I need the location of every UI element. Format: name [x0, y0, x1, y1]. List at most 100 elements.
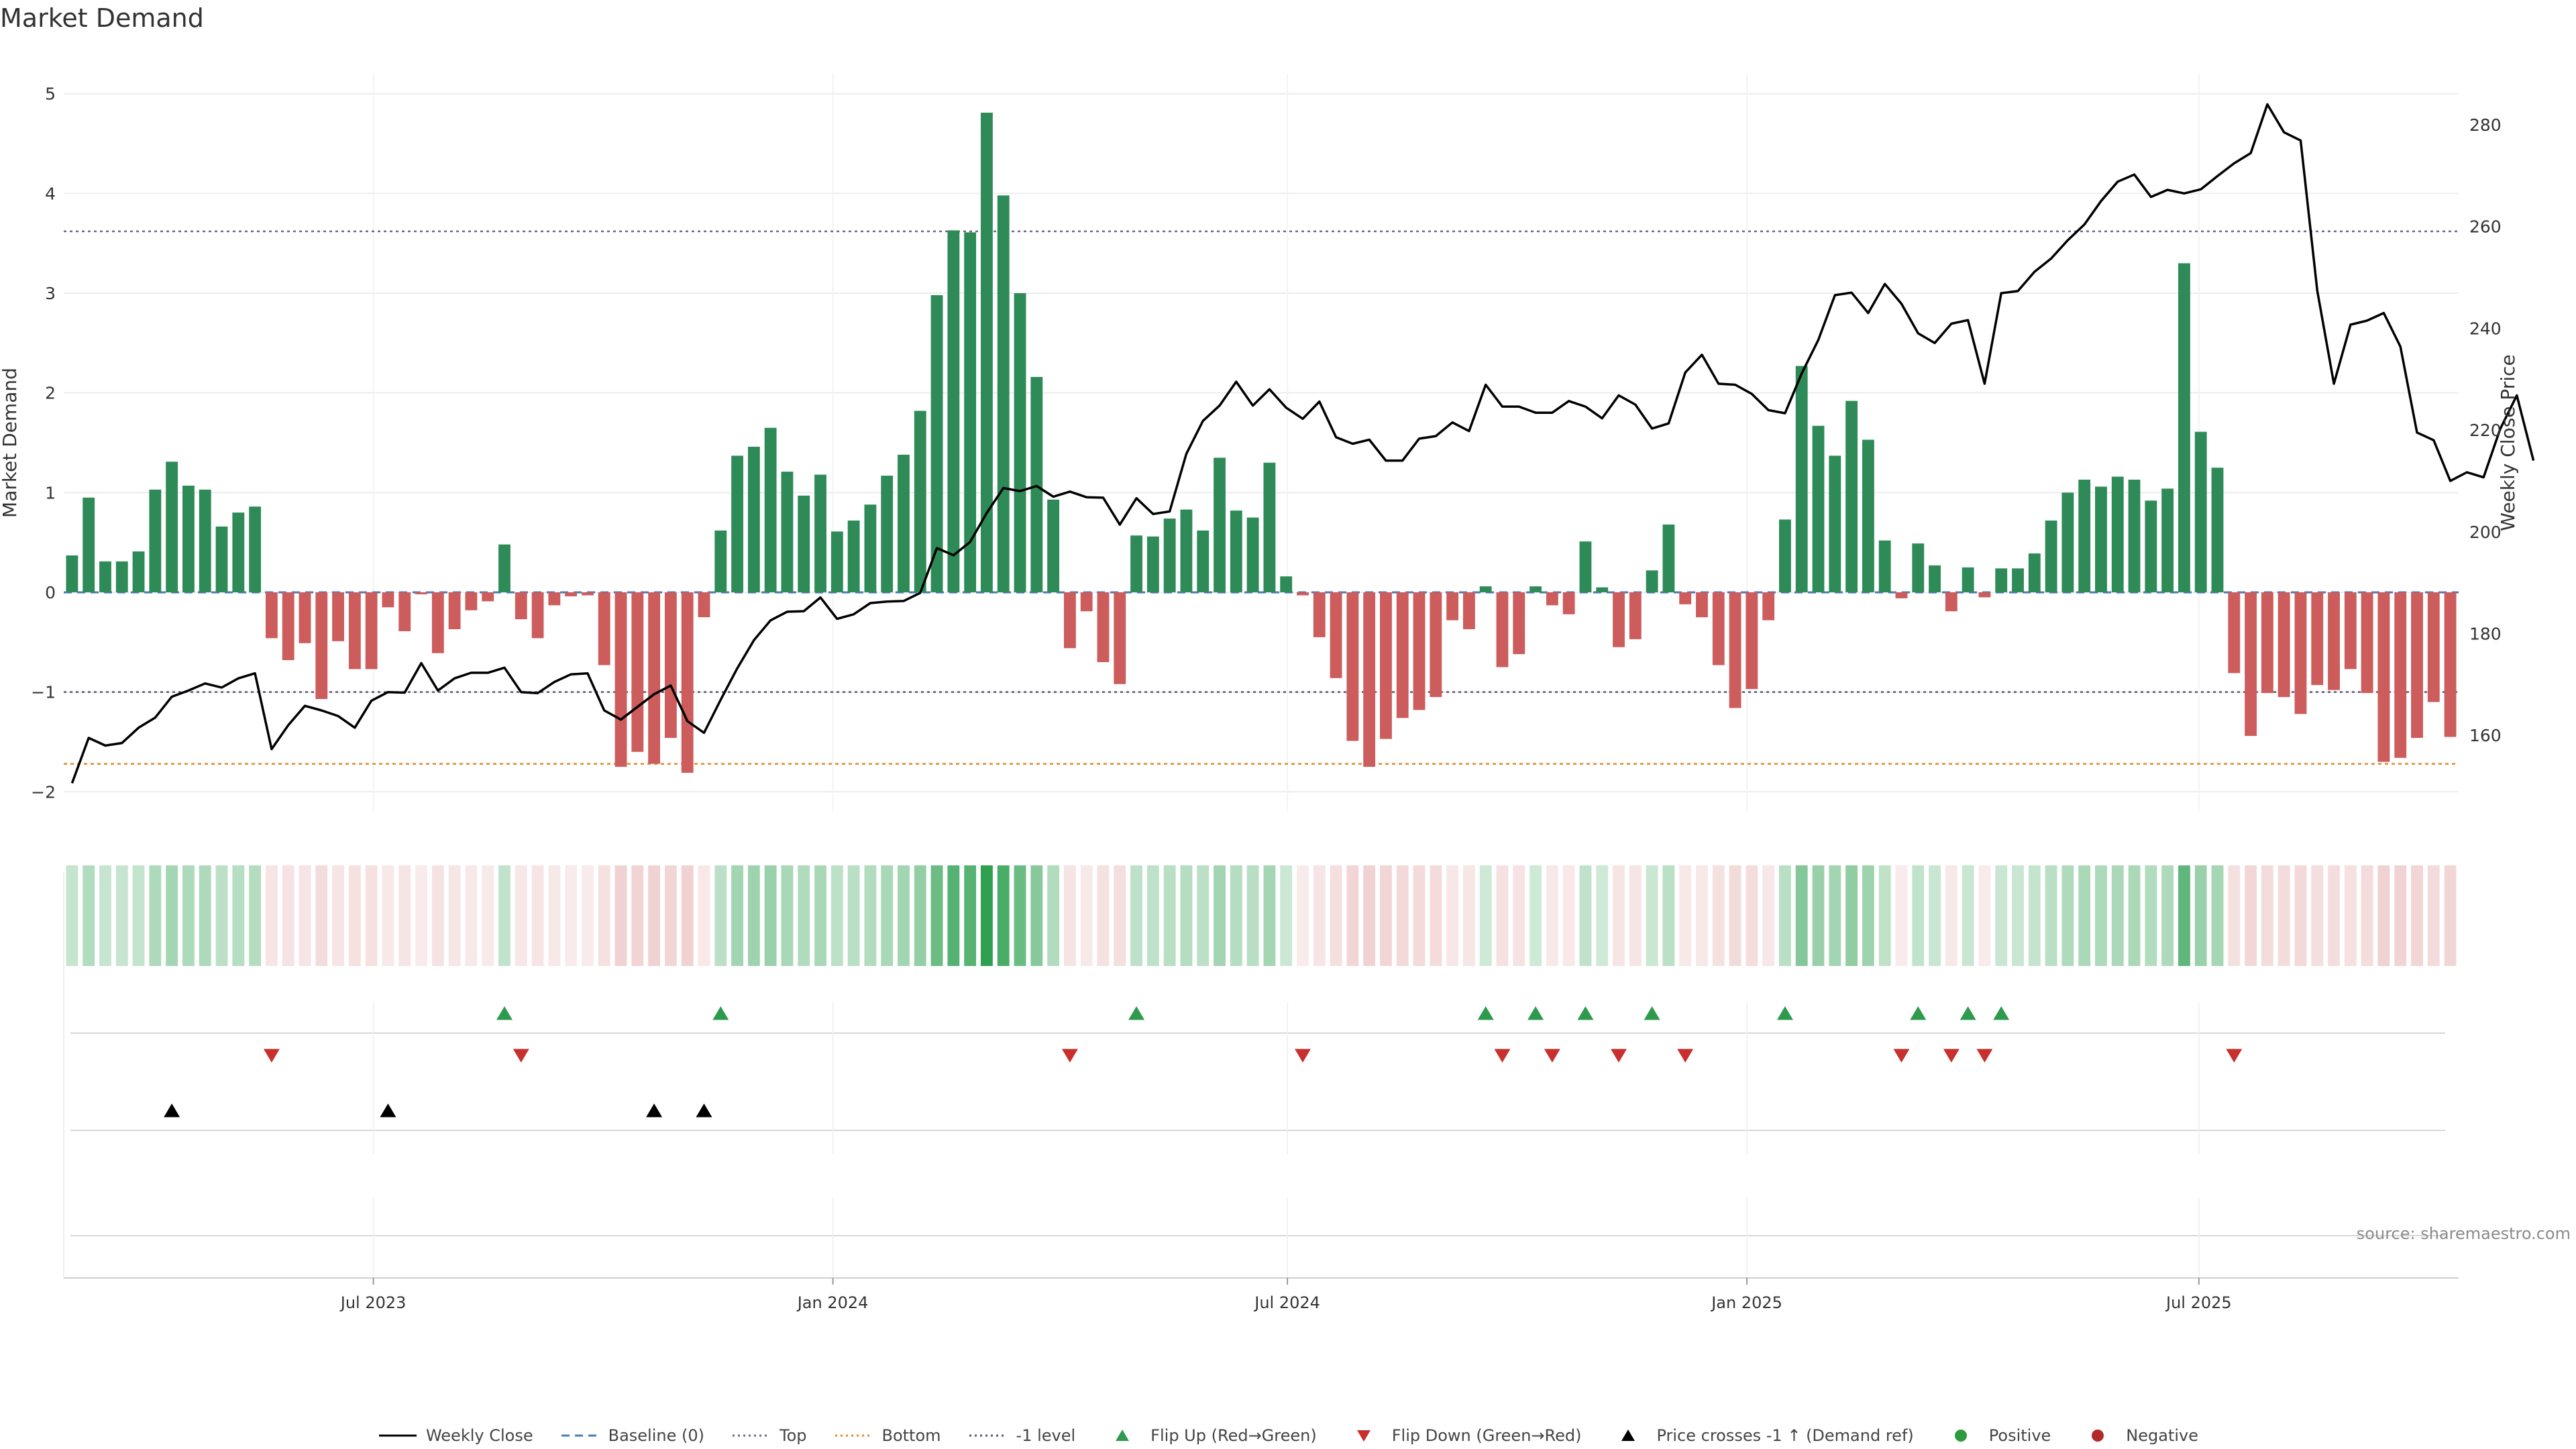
- heat-cell: [1845, 865, 1858, 966]
- demand-bar: [2245, 592, 2257, 737]
- demand-bar: [2161, 488, 2174, 592]
- demand-bar: [1646, 570, 1658, 592]
- demand-bar: [1462, 592, 1475, 629]
- demand-bar: [781, 472, 794, 592]
- demand-bar: [1795, 366, 1808, 592]
- heat-cell: [731, 865, 743, 966]
- heat-cell: [431, 865, 444, 966]
- heat-cell: [1197, 865, 1210, 966]
- demand-bar: [1746, 592, 1758, 690]
- legend-dot-icon: [2092, 1430, 2104, 1442]
- heat-cell: [1529, 865, 1542, 966]
- left-tick-label: 0: [45, 583, 56, 602]
- demand-bar: [515, 592, 527, 620]
- flip-up-marker: [1910, 1006, 1927, 1020]
- weekly-close-polyline: [70, 103, 2535, 784]
- heat-cell: [648, 865, 661, 966]
- heat-cell: [2028, 865, 2041, 966]
- demand-bar: [2095, 486, 2107, 592]
- demand-bar: [315, 592, 328, 700]
- legend-swatch: [2092, 1430, 2104, 1442]
- chart-legend: Weekly Close Baseline (0) Top Bottom -1 leve…: [0, 1422, 2576, 1449]
- heat-cell: [1047, 865, 1060, 966]
- demand-bar: [1030, 376, 1043, 592]
- heat-cell: [997, 865, 1010, 966]
- heat-cell: [964, 865, 977, 966]
- demand-bar: [365, 592, 378, 669]
- heat-cell: [1613, 865, 1625, 966]
- legend-item: Baseline (0): [560, 1426, 704, 1445]
- demand-bar: [1912, 543, 1925, 592]
- signal-panels: [70, 1003, 2445, 1278]
- demand-bar: [614, 592, 627, 767]
- demand-bar: [881, 476, 894, 592]
- demand-bar: [2311, 592, 2324, 686]
- heat-cell: [1746, 865, 1758, 966]
- left-tick-label: −2: [31, 782, 56, 802]
- heat-cell: [1729, 865, 1741, 966]
- demand-bar: [2128, 480, 2141, 592]
- heat-cell: [1762, 865, 1775, 966]
- heat-cell: [498, 865, 511, 966]
- demand-bar: [1097, 592, 1110, 663]
- heat-cell: [881, 865, 894, 966]
- heat-cell: [781, 865, 794, 966]
- heat-cell: [1030, 865, 1043, 966]
- demand-bar: [964, 232, 977, 592]
- demand-bar: [1546, 592, 1558, 606]
- flip-up-marker: [496, 1006, 513, 1020]
- left-y-axis: −2 −1 0 1 2 3 4 5: [31, 85, 56, 802]
- flip-up-marker: [1477, 1006, 1494, 1020]
- main-grid: [64, 74, 2459, 812]
- demand-bar: [498, 544, 511, 592]
- flip-down-marker: [263, 1049, 280, 1063]
- heat-cell: [515, 865, 527, 966]
- heat-cell: [1114, 865, 1126, 966]
- legend-item: Positive: [1941, 1426, 2051, 1445]
- heat-cell: [1280, 865, 1293, 966]
- demand-bar: [914, 411, 926, 592]
- heat-cell: [1396, 865, 1409, 966]
- legend-item: Flip Down (Green→Red): [1344, 1426, 1581, 1445]
- heat-cell: [1313, 865, 1326, 966]
- demand-bar: [1679, 592, 1692, 604]
- demand-bar: [199, 489, 211, 592]
- demand-bar: [898, 454, 910, 592]
- heat-cell: [315, 865, 328, 966]
- heat-cell: [2394, 865, 2407, 966]
- demand-bar: [1430, 592, 1442, 698]
- legend-label: Negative: [2126, 1426, 2199, 1445]
- heat-cell: [1163, 865, 1176, 966]
- heat-cell: [714, 865, 727, 966]
- reference-lines: [64, 230, 2459, 765]
- demand-bar: [1014, 293, 1026, 592]
- heat-cell: [1712, 865, 1725, 966]
- heat-cell: [1346, 865, 1359, 966]
- legend-label: Baseline (0): [608, 1426, 704, 1445]
- heat-cell: [1130, 865, 1142, 966]
- heat-cell: [1962, 865, 1974, 966]
- heat-cell: [930, 865, 943, 966]
- demand-bar: [947, 230, 960, 592]
- heat-cell: [2344, 865, 2357, 966]
- heat-cell: [365, 865, 378, 966]
- demand-bar: [864, 504, 877, 592]
- heat-cell: [415, 865, 427, 966]
- heat-cell: [115, 865, 128, 966]
- heat-cell: [2427, 865, 2440, 966]
- demand-bar: [531, 592, 544, 639]
- demand-bar: [2377, 592, 2390, 762]
- demand-bar: [1246, 517, 1259, 592]
- legend-swatch: [1954, 1430, 1967, 1442]
- heat-cell: [598, 865, 610, 966]
- heat-cell: [1795, 865, 1808, 966]
- flip-down-marker: [1893, 1049, 1910, 1063]
- demand-bar: [997, 195, 1010, 592]
- heat-cell: [1297, 865, 1309, 966]
- demand-bar: [582, 592, 594, 596]
- demand-bar: [1613, 592, 1625, 647]
- demand-bar: [2061, 492, 2074, 592]
- demand-bar: [2444, 592, 2457, 737]
- demand-bar: [1413, 592, 1426, 710]
- demand-bar: [1313, 592, 1326, 637]
